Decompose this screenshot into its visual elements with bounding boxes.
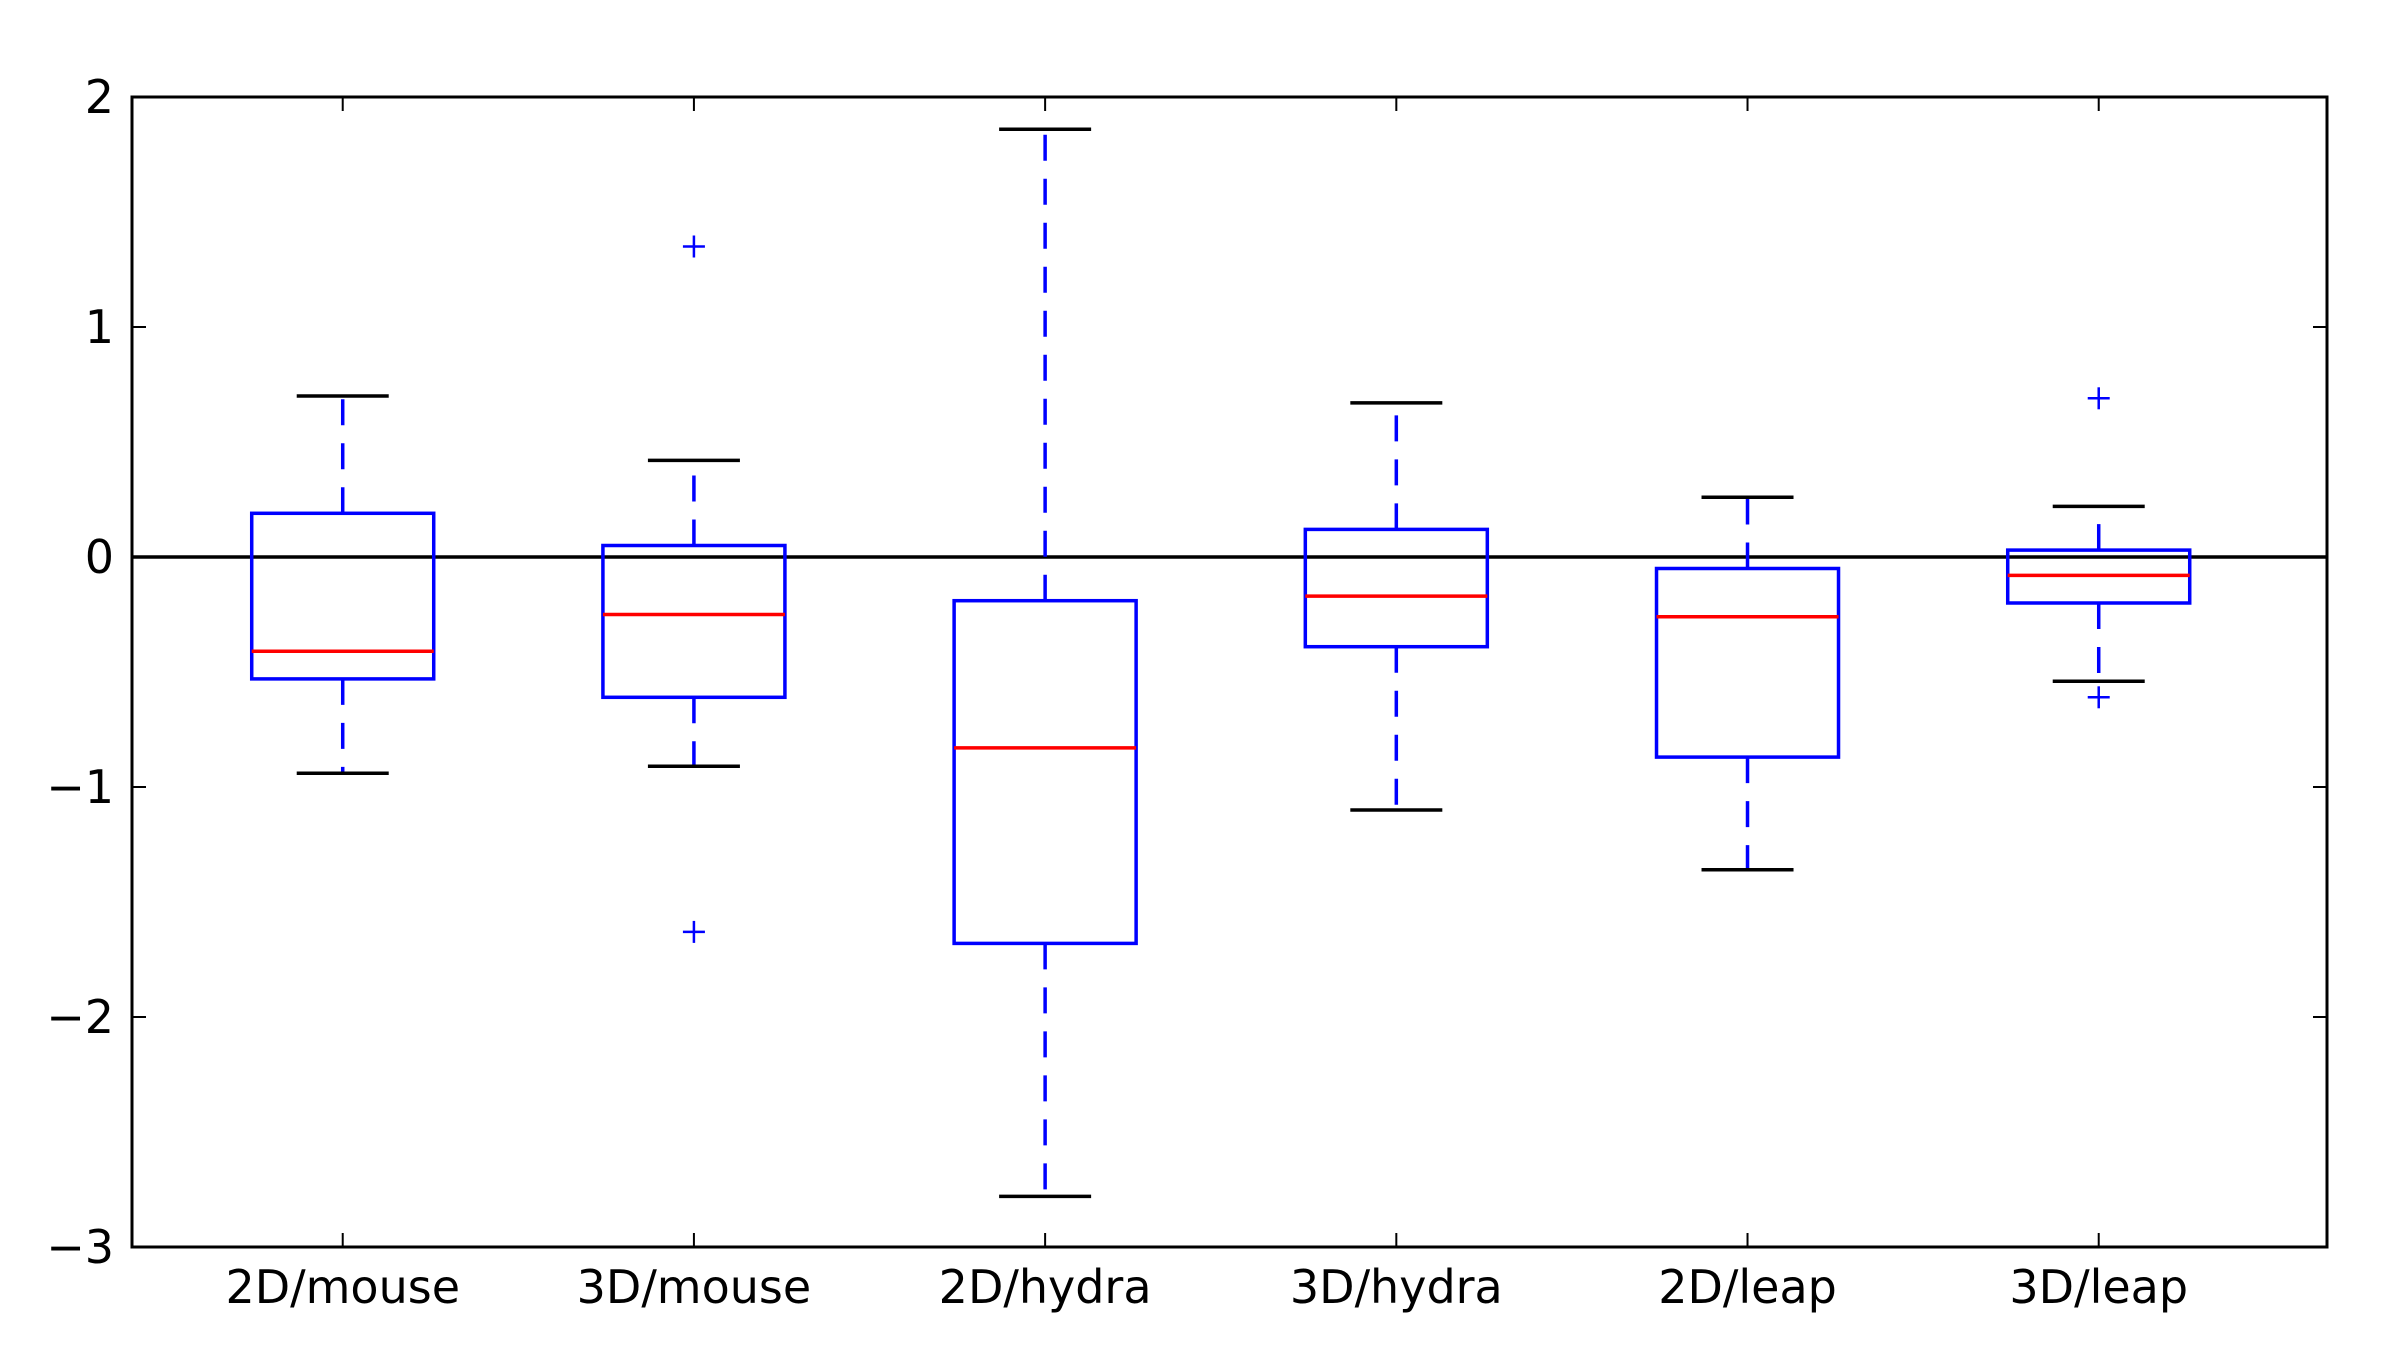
- box-2d-hydra: [952, 127, 1138, 1199]
- x-tick-label: 2D/hydra: [939, 1260, 1152, 1314]
- flier-point: [682, 920, 705, 943]
- x-tick-label: 2D/mouse: [225, 1260, 460, 1314]
- y-tick-label: 2: [85, 70, 114, 124]
- axes-layer: [130, 95, 2329, 1249]
- iqr-box: [601, 543, 787, 700]
- y-tick-label: −2: [46, 990, 114, 1044]
- x-tick-label: 3D/mouse: [577, 1260, 812, 1314]
- y-tick-label: −3: [46, 1220, 114, 1274]
- box-3d-hydra: [1303, 401, 1490, 812]
- box-2d-mouse: [249, 394, 436, 775]
- box-3d-mouse: [601, 235, 787, 943]
- x-tick-label: 2D/leap: [1658, 1260, 1837, 1314]
- flier-point: [2087, 686, 2110, 709]
- y-tick-label: −1: [46, 760, 114, 814]
- box-3d-leap: [2005, 387, 2192, 709]
- y-tick-label: 0: [85, 530, 114, 584]
- ticks-layer: 2D/mouse 3D/mouse 2D/hydra 3D/hydra 2D/leap 3…: [46, 70, 2327, 1314]
- flier-point: [682, 235, 705, 258]
- iqr-box: [952, 598, 1138, 946]
- iqr-box: [1303, 527, 1490, 649]
- flier-point: [2087, 387, 2110, 410]
- x-tick-label: 3D/hydra: [1290, 1260, 1503, 1314]
- plot-frame: [130, 95, 2329, 1249]
- iqr-box: [1654, 566, 1841, 759]
- iqr-box: [249, 511, 436, 681]
- x-tick-label: 3D/leap: [2009, 1260, 2188, 1314]
- y-tick-label: 1: [85, 300, 114, 354]
- box-2d-leap: [1654, 495, 1841, 872]
- boxes-layer: [249, 127, 2192, 1199]
